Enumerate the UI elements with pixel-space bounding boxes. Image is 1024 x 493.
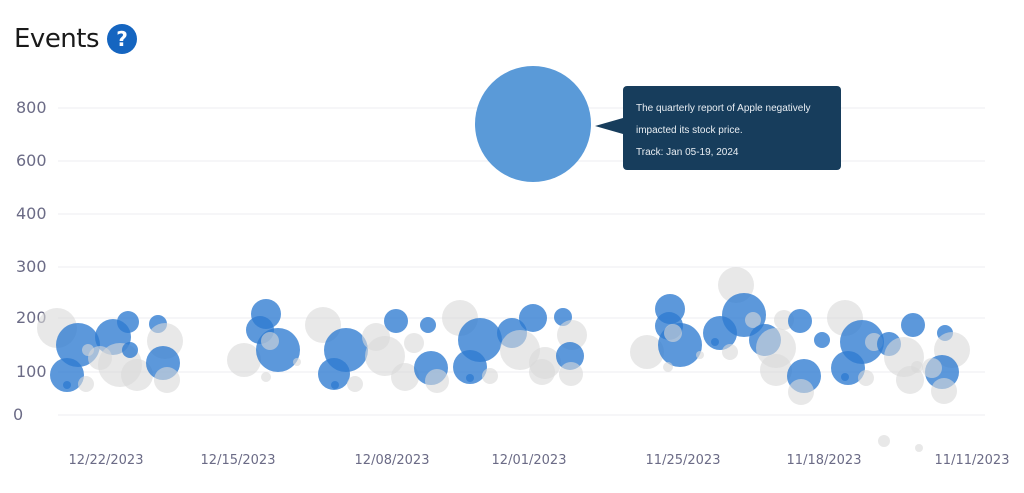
event-bubble-positive[interactable] [256,328,300,372]
event-bubble-neutral[interactable] [858,370,874,386]
event-bubble-positive[interactable] [453,350,487,384]
event-bubble-positive[interactable] [466,374,474,382]
tooltip-description-line1: The quarterly report of Apple negatively [636,103,811,114]
event-bubble-neutral[interactable] [227,343,261,377]
x-tick-label: 11/18/2023 [787,453,862,468]
event-bubble-neutral[interactable] [293,358,301,366]
event-bubble-neutral[interactable] [878,435,890,447]
event-bubble-positive[interactable] [814,332,830,348]
y-tick-label: 600 [16,151,47,170]
event-bubble-positive[interactable] [788,309,812,333]
event-bubble-neutral[interactable] [529,359,555,385]
event-bubble-neutral[interactable] [745,312,761,328]
page-title: Events [14,24,100,54]
event-bubble-neutral[interactable] [911,361,923,373]
event-bubble-neutral[interactable] [391,363,419,391]
x-tick-label: 12/22/2023 [69,453,144,468]
event-bubble-positive[interactable] [831,351,865,385]
event-bubble-neutral[interactable] [78,376,94,392]
event-bubble-neutral[interactable] [154,367,180,393]
event-bubble-positive[interactable] [122,342,138,358]
event-bubble-positive[interactable] [519,304,547,332]
header: Events ? [14,24,138,54]
event-bubble-neutral[interactable] [922,358,942,378]
event-bubble-neutral[interactable] [365,336,405,376]
event-bubble-neutral[interactable] [788,379,814,405]
x-tick-label: 11/25/2023 [646,453,721,468]
event-bubble-neutral[interactable] [121,359,153,391]
event-tooltip: The quarterly report of Apple negatively… [595,86,841,170]
event-bubble-neutral[interactable] [722,344,738,360]
tooltip-description-line2: impacted its stock price. [636,125,743,136]
y-tick-label: 800 [16,98,47,117]
event-bubble-neutral[interactable] [557,320,587,350]
x-tick-label: 12/08/2023 [355,453,430,468]
question-circle-icon[interactable]: ? [107,24,138,54]
x-tick-label: 11/11/2023 [935,453,1010,468]
event-bubble-neutral[interactable] [347,376,363,392]
event-bubble-neutral[interactable] [425,369,449,393]
event-bubble-neutral[interactable] [696,351,704,359]
event-bubble-positive[interactable] [63,381,71,389]
event-bubble-positive[interactable] [711,338,719,346]
event-bubble-neutral[interactable] [261,372,271,382]
event-bubble-neutral[interactable] [664,324,682,342]
event-bubble-neutral[interactable] [261,332,279,350]
event-bubble-positive[interactable] [50,358,84,392]
event-bubble-positive[interactable] [420,317,436,333]
x-tick-label: 12/15/2023 [201,453,276,468]
event-bubble-positive[interactable] [331,381,339,389]
event-bubble-neutral[interactable] [760,354,792,386]
x-tick-label: 12/01/2023 [492,453,567,468]
event-bubble-positive[interactable] [841,373,849,381]
event-bubble-neutral[interactable] [931,378,957,404]
event-bubble-neutral[interactable] [88,346,112,370]
event-bubble-positive[interactable] [556,342,584,370]
highlighted-event-bubble[interactable] [475,66,591,182]
event-bubble-positive[interactable] [901,313,925,337]
y-tick-label: 300 [16,257,47,276]
event-bubble-neutral[interactable] [559,362,583,386]
event-bubble-neutral[interactable] [630,335,664,369]
event-bubble-neutral[interactable] [482,368,498,384]
y-tick-label: 400 [16,204,47,223]
event-bubble-neutral[interactable] [404,333,424,353]
tooltip-track: Track: Jan 05-19, 2024 [636,147,739,158]
y-tick-label: 0 [13,405,23,424]
event-bubble-positive[interactable] [384,309,408,333]
event-bubble-positive[interactable] [117,311,139,333]
event-bubble-neutral[interactable] [663,362,673,372]
y-tick-label: 100 [16,362,47,381]
event-bubble-neutral[interactable] [915,444,923,452]
event-bubble-positive[interactable] [318,358,350,390]
